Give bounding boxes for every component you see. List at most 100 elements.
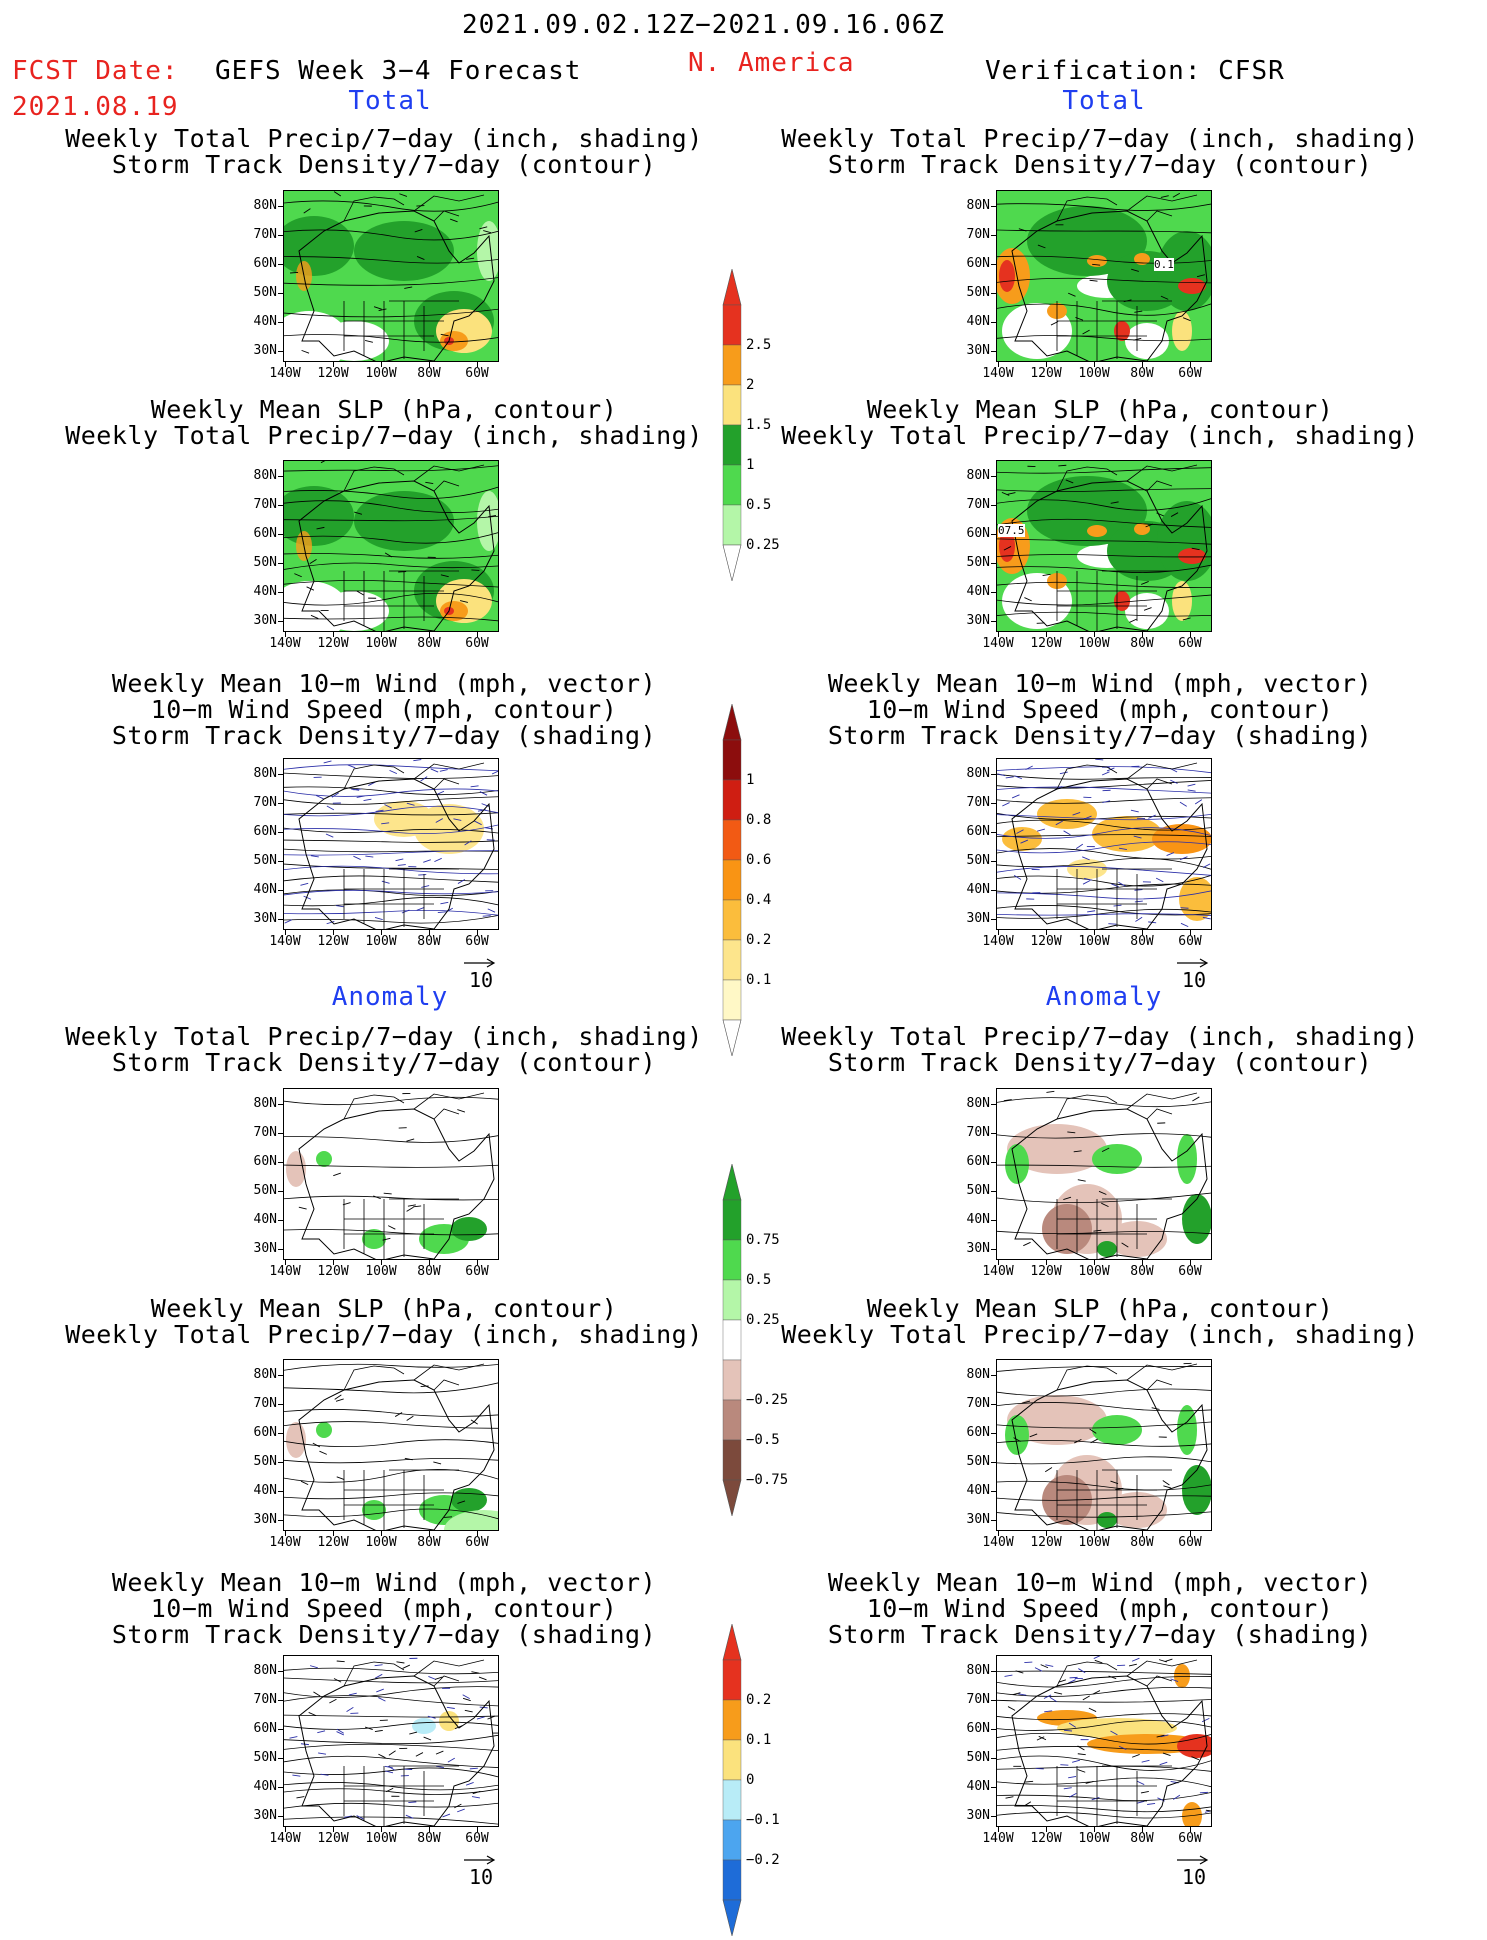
lat-tick: [278, 1404, 283, 1405]
lat-tick: [991, 1220, 996, 1221]
lat-tick-label: 30N: [241, 343, 277, 358]
lon-tick-label: 100W: [1074, 1264, 1114, 1279]
lat-tick-label: 50N: [954, 1183, 990, 1198]
lon-tick-label: 80W: [409, 1535, 449, 1550]
lat-tick-label: 30N: [954, 343, 990, 358]
lat-tick: [991, 919, 996, 920]
lon-tick: [998, 1531, 999, 1536]
lat-tick: [278, 293, 283, 294]
lon-tick: [1046, 1827, 1047, 1832]
lon-tick-label: 100W: [361, 934, 401, 949]
panel-title-line: Storm Track Density/7−day (contour): [750, 1050, 1450, 1076]
lon-tick-label: 60W: [457, 1264, 497, 1279]
colorbar-label: 0.1: [746, 1732, 771, 1748]
lat-tick-label: 60N: [954, 256, 990, 271]
lat-tick-label: 40N: [954, 1779, 990, 1794]
panel-title-line: Storm Track Density/7−day (shading): [750, 1622, 1450, 1648]
lon-tick-label: 80W: [1122, 1264, 1162, 1279]
lon-tick: [285, 1827, 286, 1832]
panel-title-line: Weekly Total Precip/7−day (inch, shading…: [750, 1322, 1450, 1348]
precip-total-colorbar: [722, 269, 742, 585]
lat-tick: [278, 1220, 283, 1221]
colorbar-label: −0.1: [746, 1812, 780, 1828]
lon-tick-label: 140W: [978, 1264, 1018, 1279]
date-range: 2021.09.02.12Z−2021.09.16.06Z: [462, 10, 945, 40]
lon-tick-label: 80W: [1122, 1831, 1162, 1846]
lon-tick: [381, 632, 382, 637]
lon-tick: [1190, 362, 1191, 367]
lat-tick: [278, 592, 283, 593]
lon-tick-label: 100W: [1074, 1535, 1114, 1550]
lon-tick-label: 120W: [313, 1831, 353, 1846]
lat-tick-label: 30N: [241, 1808, 277, 1823]
map-panel: [996, 1655, 1212, 1827]
lat-tick-label: 80N: [954, 1663, 990, 1678]
lat-tick-label: 70N: [954, 1692, 990, 1707]
lat-tick: [991, 1462, 996, 1463]
lat-tick-label: 80N: [241, 198, 277, 213]
lat-tick-label: 60N: [954, 824, 990, 839]
colorbar-label: 0.5: [746, 497, 771, 513]
lat-tick-label: 80N: [241, 1663, 277, 1678]
map-plot: [284, 1656, 499, 1827]
vector-reference-value: 10: [1182, 968, 1206, 992]
lon-tick-label: 120W: [313, 934, 353, 949]
colorbar-label: −0.25: [746, 1392, 788, 1408]
lat-tick-label: 70N: [241, 497, 277, 512]
lat-tick-label: 60N: [954, 526, 990, 541]
lat-tick: [278, 1162, 283, 1163]
lon-tick-label: 60W: [457, 366, 497, 381]
panel-title-line: Storm Track Density/7−day (contour): [34, 1050, 734, 1076]
map-plot: [284, 191, 499, 362]
lon-tick: [285, 362, 286, 367]
lat-tick-label: 80N: [954, 198, 990, 213]
lat-tick-label: 50N: [241, 555, 277, 570]
lat-tick-label: 60N: [241, 1721, 277, 1736]
lat-tick: [991, 206, 996, 207]
lon-tick-label: 100W: [1074, 1831, 1114, 1846]
lat-tick-label: 30N: [954, 1512, 990, 1527]
lat-tick-label: 70N: [241, 1125, 277, 1140]
lat-tick: [991, 1162, 996, 1163]
lon-tick-label: 120W: [313, 366, 353, 381]
map-plot: [284, 1360, 499, 1531]
lat-tick-label: 70N: [954, 497, 990, 512]
lat-tick-label: 60N: [241, 824, 277, 839]
lon-tick-label: 60W: [457, 636, 497, 651]
lat-tick: [991, 1520, 996, 1521]
lat-tick-label: 40N: [241, 1483, 277, 1498]
lat-tick: [991, 1758, 996, 1759]
lat-tick: [278, 1249, 283, 1250]
lon-tick: [333, 1260, 334, 1265]
lon-tick: [333, 362, 334, 367]
lon-tick: [477, 1260, 478, 1265]
panel-title-line: Weekly Total Precip/7−day (inch, shading…: [34, 1024, 734, 1050]
lat-tick: [991, 1104, 996, 1105]
colorbar-label: 2.5: [746, 337, 771, 353]
lon-tick: [998, 930, 999, 935]
panel-title-line: Weekly Mean 10−m Wind (mph, vector): [34, 1570, 734, 1596]
lon-tick-label: 140W: [265, 636, 305, 651]
map-panel: [283, 460, 499, 632]
vector-reference-value: 10: [469, 968, 493, 992]
lat-tick-label: 80N: [954, 1096, 990, 1111]
arrow-icon: [1176, 1855, 1210, 1865]
lon-tick-label: 120W: [313, 636, 353, 651]
lon-tick: [333, 1827, 334, 1832]
lon-tick-label: 120W: [1026, 1535, 1066, 1550]
panel-title-line: Weekly Mean 10−m Wind (mph, vector): [750, 1570, 1450, 1596]
lat-tick: [991, 476, 996, 477]
colorbar-label: 0.6: [746, 852, 771, 868]
lon-tick: [333, 632, 334, 637]
panel-title-line: Weekly Total Precip/7−day (inch, shading…: [750, 126, 1450, 152]
fcst-date-label: FCST Date:: [12, 56, 179, 86]
lat-tick-label: 70N: [954, 795, 990, 810]
lat-tick: [991, 1375, 996, 1376]
lon-tick-label: 140W: [978, 934, 1018, 949]
lat-tick-label: 70N: [954, 1396, 990, 1411]
panel-title-line: Weekly Mean SLP (hPa, contour): [750, 1296, 1450, 1322]
lon-tick: [1190, 930, 1191, 935]
lon-tick-label: 60W: [1170, 1831, 1210, 1846]
arrow-icon: [1176, 958, 1210, 968]
lon-tick-label: 60W: [1170, 1264, 1210, 1279]
